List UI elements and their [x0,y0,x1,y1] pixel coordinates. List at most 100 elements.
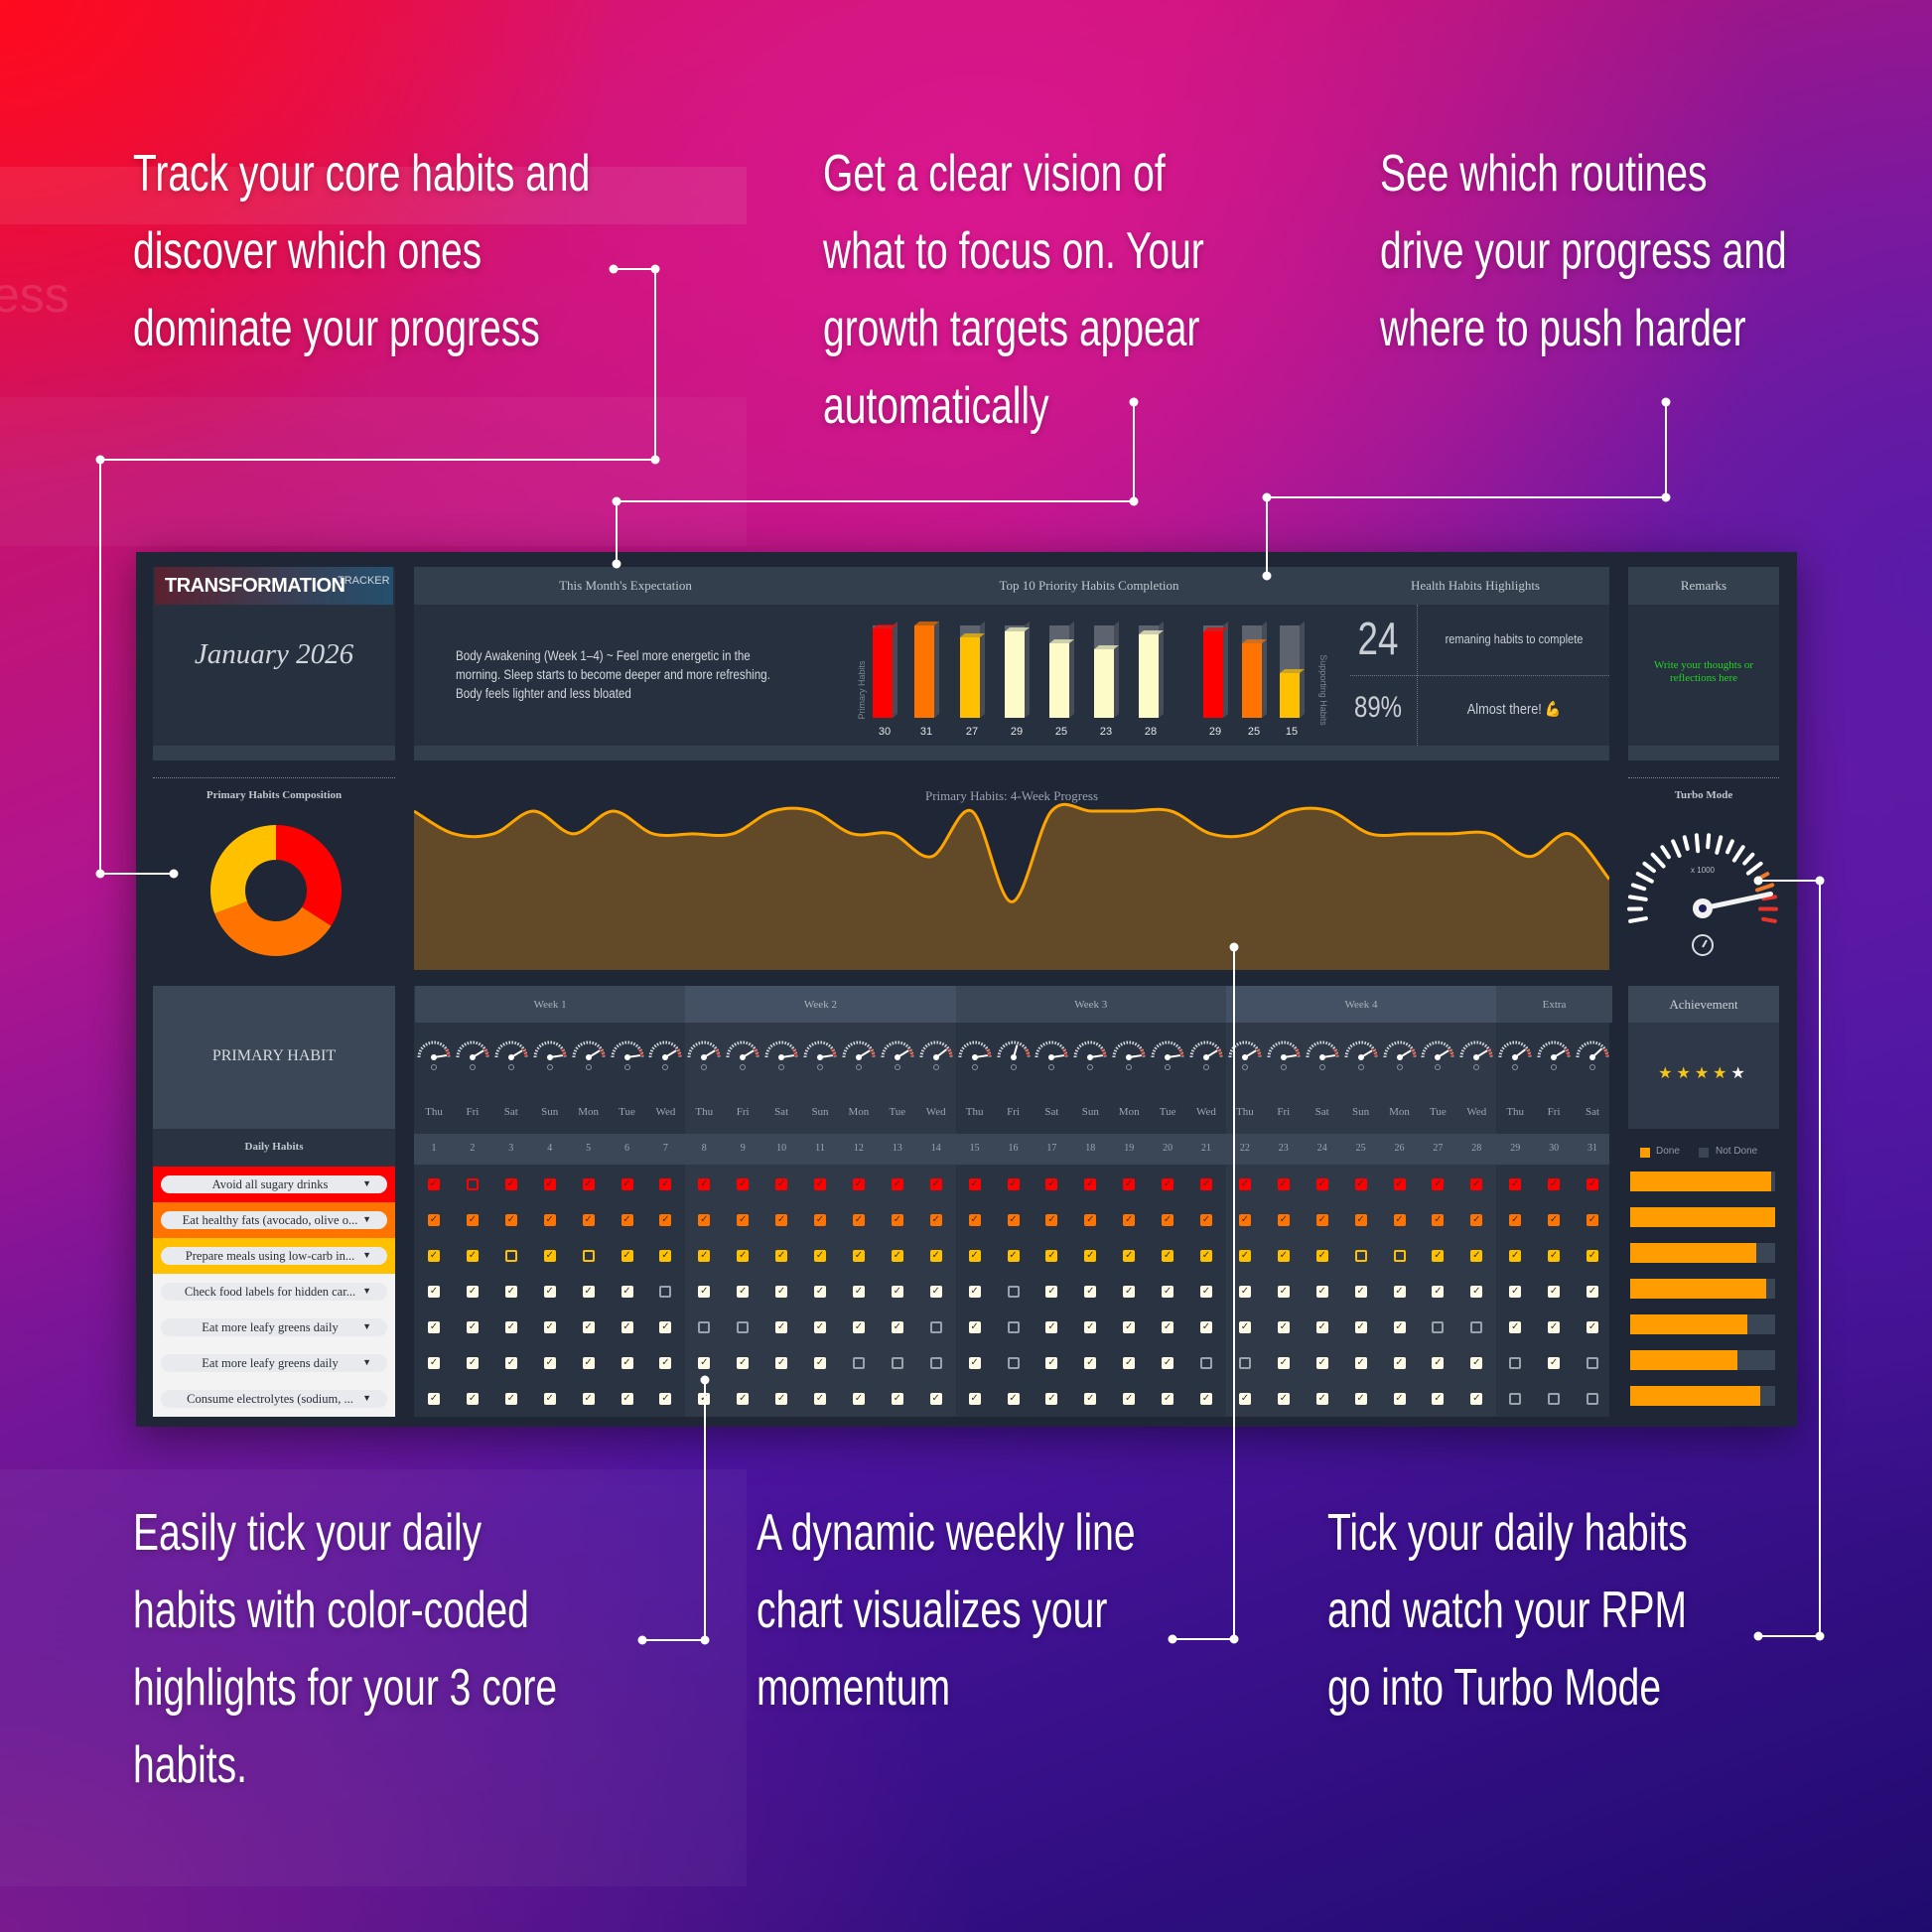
habit-checkbox[interactable]: ✓ [1315,1357,1328,1369]
habit-checkbox[interactable]: ✓ [1470,1214,1483,1226]
habit-checkbox[interactable]: ✓ [737,1178,750,1190]
habit-checkbox[interactable]: ✓ [891,1178,903,1190]
habit-checkbox[interactable]: ✓ [1200,1178,1212,1190]
habit-dropdown[interactable]: Eat healthy fats (avocado, olive o... ▼ [161,1211,387,1229]
habit-checkbox[interactable]: ✓ [1084,1178,1097,1190]
habit-checkbox[interactable]: ✓ [1393,1178,1406,1190]
habit-checkbox[interactable]: ✓ [1045,1357,1058,1369]
habit-checkbox[interactable] [891,1357,903,1369]
habit-checkbox[interactable]: ✓ [1162,1214,1174,1226]
habit-checkbox[interactable]: ✓ [1548,1357,1561,1369]
habit-checkbox[interactable]: ✓ [1238,1393,1251,1405]
habit-checkbox[interactable] [1007,1286,1020,1298]
habit-checkbox[interactable]: ✓ [1200,1214,1212,1226]
habit-checkbox[interactable] [698,1321,711,1333]
habit-checkbox[interactable]: ✓ [929,1214,942,1226]
habit-checkbox[interactable]: ✓ [852,1214,865,1226]
habit-checkbox[interactable]: ✓ [1470,1250,1483,1262]
habit-checkbox[interactable]: ✓ [1084,1357,1097,1369]
habit-checkbox[interactable] [1007,1321,1020,1333]
habit-checkbox[interactable]: ✓ [1432,1286,1445,1298]
habit-checkbox[interactable]: ✓ [968,1393,981,1405]
habit-checkbox[interactable]: ✓ [698,1250,711,1262]
habit-checkbox[interactable]: ✓ [1123,1321,1136,1333]
habit-checkbox[interactable]: ✓ [1238,1321,1251,1333]
habit-checkbox[interactable]: ✓ [1200,1286,1212,1298]
habit-checkbox[interactable]: ✓ [1509,1178,1522,1190]
habit-checkbox[interactable]: ✓ [659,1178,672,1190]
habit-checkbox[interactable]: ✓ [1509,1321,1522,1333]
habit-checkbox[interactable]: ✓ [852,1178,865,1190]
habit-checkbox[interactable]: ✓ [582,1393,595,1405]
habit-checkbox[interactable]: ✓ [698,1357,711,1369]
habit-checkbox[interactable]: ✓ [1277,1250,1290,1262]
habit-checkbox[interactable]: ✓ [466,1286,479,1298]
habit-checkbox[interactable]: ✓ [1084,1393,1097,1405]
habit-checkbox[interactable]: ✓ [1123,1178,1136,1190]
habit-checkbox[interactable]: ✓ [428,1214,440,1226]
habit-checkbox[interactable]: ✓ [504,1321,517,1333]
habit-checkbox[interactable]: ✓ [466,1321,479,1333]
habit-checkbox[interactable]: ✓ [814,1178,826,1190]
habit-checkbox[interactable]: ✓ [582,1178,595,1190]
habit-checkbox[interactable]: ✓ [1354,1321,1367,1333]
habit-checkbox[interactable] [1509,1357,1522,1369]
habit-checkbox[interactable]: ✓ [1393,1214,1406,1226]
habit-checkbox[interactable]: ✓ [1587,1286,1598,1298]
habit-checkbox[interactable]: ✓ [1393,1286,1406,1298]
habit-checkbox[interactable]: ✓ [504,1393,517,1405]
habit-checkbox[interactable]: ✓ [1045,1286,1058,1298]
habit-checkbox[interactable]: ✓ [1393,1393,1406,1405]
habit-checkbox[interactable]: ✓ [1162,1357,1174,1369]
habit-checkbox[interactable]: ✓ [1548,1214,1561,1226]
habit-checkbox[interactable]: ✓ [1315,1393,1328,1405]
habit-checkbox[interactable]: ✓ [1509,1250,1522,1262]
habit-checkbox[interactable]: ✓ [1548,1321,1561,1333]
habit-checkbox[interactable]: ✓ [891,1321,903,1333]
habit-checkbox[interactable]: ✓ [968,1286,981,1298]
habit-checkbox[interactable]: ✓ [1509,1286,1522,1298]
habit-checkbox[interactable]: ✓ [814,1393,826,1405]
habit-checkbox[interactable]: ✓ [466,1250,479,1262]
habit-checkbox[interactable]: ✓ [1123,1393,1136,1405]
habit-checkbox[interactable]: ✓ [1315,1214,1328,1226]
habit-checkbox[interactable]: ✓ [775,1250,788,1262]
habit-checkbox[interactable]: ✓ [1200,1321,1212,1333]
habit-checkbox[interactable]: ✓ [1315,1178,1328,1190]
habit-checkbox[interactable] [1587,1393,1598,1405]
habit-checkbox[interactable]: ✓ [1007,1214,1020,1226]
habit-checkbox[interactable] [1354,1250,1367,1262]
habit-checkbox[interactable]: ✓ [1277,1286,1290,1298]
habit-checkbox[interactable]: ✓ [1509,1214,1522,1226]
habit-checkbox[interactable]: ✓ [1045,1178,1058,1190]
habit-checkbox[interactable] [466,1178,479,1190]
habit-checkbox[interactable]: ✓ [1587,1321,1598,1333]
habit-checkbox[interactable] [659,1286,672,1298]
habit-checkbox[interactable]: ✓ [428,1286,440,1298]
habit-checkbox[interactable]: ✓ [1084,1321,1097,1333]
habit-checkbox[interactable]: ✓ [659,1214,672,1226]
habit-checkbox[interactable]: ✓ [929,1286,942,1298]
habit-checkbox[interactable]: ✓ [1393,1321,1406,1333]
habit-checkbox[interactable]: ✓ [775,1286,788,1298]
habit-checkbox[interactable]: ✓ [582,1214,595,1226]
habit-checkbox[interactable]: ✓ [1432,1393,1445,1405]
habit-checkbox[interactable]: ✓ [543,1286,556,1298]
remarks-input[interactable]: Write your thoughts or reflections here [1653,659,1754,684]
habit-checkbox[interactable]: ✓ [775,1178,788,1190]
habit-checkbox[interactable]: ✓ [659,1357,672,1369]
habit-checkbox[interactable] [1007,1357,1020,1369]
habit-checkbox[interactable]: ✓ [698,1178,711,1190]
habit-checkbox[interactable] [1238,1357,1251,1369]
habit-checkbox[interactable]: ✓ [1123,1214,1136,1226]
habit-checkbox[interactable]: ✓ [428,1321,440,1333]
habit-checkbox[interactable]: ✓ [1548,1178,1561,1190]
habit-checkbox[interactable]: ✓ [466,1393,479,1405]
habit-checkbox[interactable]: ✓ [1200,1250,1212,1262]
habit-checkbox[interactable]: ✓ [1007,1250,1020,1262]
habit-checkbox[interactable]: ✓ [1548,1286,1561,1298]
habit-checkbox[interactable]: ✓ [852,1393,865,1405]
habit-checkbox[interactable]: ✓ [1470,1286,1483,1298]
habit-checkbox[interactable]: ✓ [1084,1214,1097,1226]
habit-checkbox[interactable]: ✓ [929,1393,942,1405]
